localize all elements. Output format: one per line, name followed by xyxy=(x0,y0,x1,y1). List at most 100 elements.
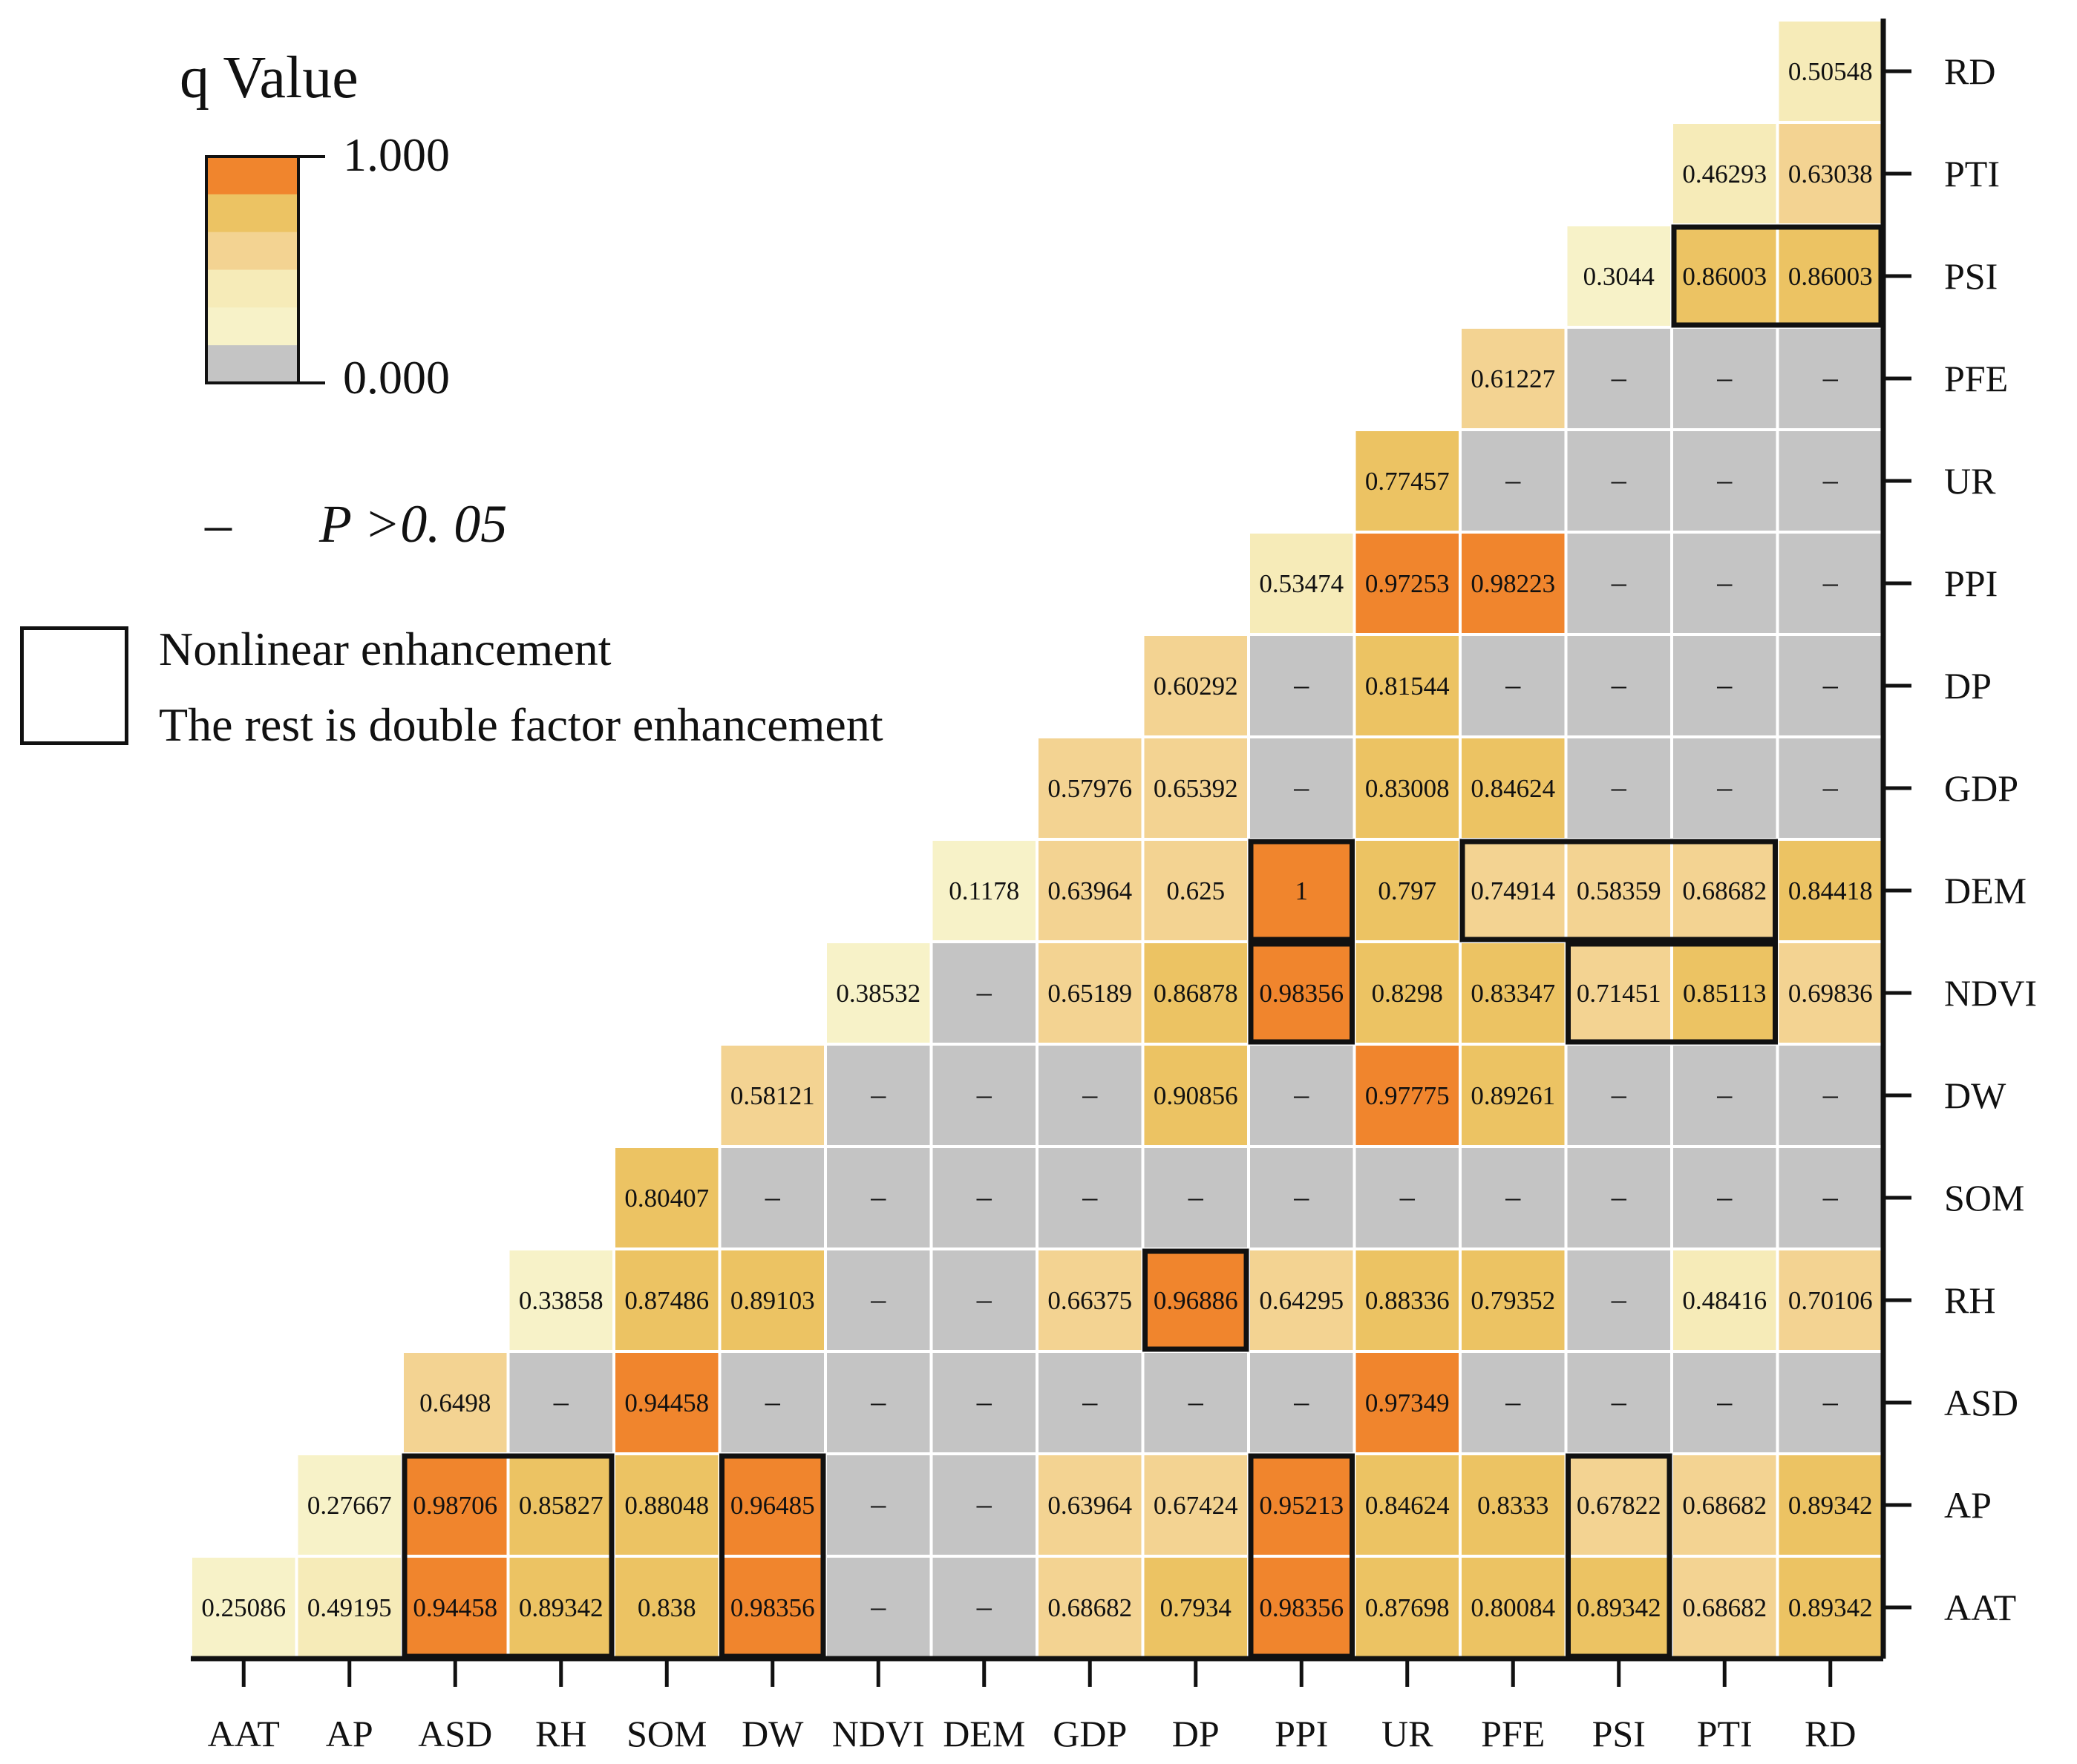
colorbar xyxy=(205,155,325,384)
cell-value: 0.98706 xyxy=(413,1491,497,1520)
cell-value: 0.85827 xyxy=(519,1491,604,1520)
colorbar-segment xyxy=(206,194,298,233)
p-note-symbol: – xyxy=(205,494,232,554)
y-tick-label: PTI xyxy=(1944,153,2000,194)
cell-value: – xyxy=(1611,1180,1627,1213)
cell-value: 0.57976 xyxy=(1047,774,1132,803)
cell-value: 0.25086 xyxy=(201,1593,286,1622)
cell-value: 0.98356 xyxy=(730,1593,815,1622)
cell-value: 0.60292 xyxy=(1154,672,1238,701)
y-tick-label: DP xyxy=(1944,665,1992,706)
cell-value: 0.89342 xyxy=(1788,1491,1873,1520)
heatmap-cell xyxy=(1144,1046,1247,1145)
cell-value: – xyxy=(976,1180,992,1213)
heatmap-cell xyxy=(1250,1148,1353,1247)
cell-value: 0.79352 xyxy=(1471,1286,1555,1315)
cell-value: – xyxy=(1822,361,1839,394)
cell-value: 0.58359 xyxy=(1577,876,1661,905)
heatmap-cell xyxy=(1779,431,1882,531)
y-tick-label: AAT xyxy=(1944,1587,2016,1628)
heatmap-cell xyxy=(1355,1455,1459,1555)
heatmap-cell xyxy=(1038,1046,1142,1145)
heatmap-cell xyxy=(932,1455,1036,1555)
heatmap-cell xyxy=(1779,841,1882,940)
cell-value: 0.49195 xyxy=(307,1593,392,1622)
cell-value: – xyxy=(1822,565,1839,599)
cell-value: 0.98356 xyxy=(1259,1593,1344,1622)
heatmap-cell xyxy=(615,1455,719,1555)
heatmap-cell xyxy=(1355,1148,1459,1247)
legend-title: q Value xyxy=(180,45,359,111)
cell-value: – xyxy=(1505,1180,1521,1213)
cell-value: – xyxy=(1611,565,1627,599)
cell-value: 0.66375 xyxy=(1047,1286,1132,1315)
cell-value: – xyxy=(976,1487,992,1521)
cell-value: 0.86003 xyxy=(1682,262,1767,291)
heatmap-cell xyxy=(1673,738,1776,838)
heatmap-cell xyxy=(827,943,930,1043)
cell-value: 0.8298 xyxy=(1372,979,1443,1008)
cell-value: – xyxy=(1082,1385,1098,1418)
heatmap-cell xyxy=(1673,1353,1776,1452)
cell-value: 0.94458 xyxy=(413,1593,497,1622)
cell-value: 0.84418 xyxy=(1788,876,1873,905)
cell-value: – xyxy=(1822,1078,1839,1111)
cell-value: – xyxy=(1293,770,1309,804)
heatmap-cell xyxy=(1673,1046,1776,1145)
cell-value: – xyxy=(870,1282,886,1316)
cell-value: – xyxy=(1716,770,1733,804)
cell-value: 0.797 xyxy=(1378,876,1436,905)
heatmap-cell xyxy=(1462,636,1565,735)
heatmap-cell xyxy=(1567,1353,1670,1452)
heatmap-cell xyxy=(509,1455,612,1555)
y-tick-label: ASD xyxy=(1944,1382,2018,1423)
cell-value: – xyxy=(1822,463,1839,496)
heatmap-cell xyxy=(1779,1455,1882,1555)
heatmap-cell xyxy=(1355,943,1459,1043)
nonlinear-box xyxy=(1459,839,1778,942)
heatmap-cell xyxy=(1038,841,1142,940)
heatmap-cell xyxy=(1038,943,1142,1043)
cell-value: 0.89342 xyxy=(1788,1593,1873,1622)
cell-value: – xyxy=(976,1282,992,1316)
heatmap-cell xyxy=(1779,1250,1882,1350)
heatmap-cell xyxy=(1355,841,1459,940)
heatmap-cells: 0.25086 0.49195 0.94458 0.89342 0.838 0.98356… xyxy=(192,22,1882,1657)
heatmap-cell xyxy=(1673,1250,1776,1350)
cell-value: 0.3044 xyxy=(1583,262,1655,291)
cell-value: 0.74914 xyxy=(1471,876,1555,905)
heatmap-cell xyxy=(1673,329,1776,428)
cell-value: – xyxy=(976,975,992,1009)
heatmap-cell xyxy=(1779,943,1882,1043)
heatmap-cell xyxy=(1462,431,1565,531)
heatmap-cell xyxy=(827,1250,930,1350)
heatmap-cell xyxy=(932,943,1036,1043)
heatmap-cell xyxy=(1567,431,1670,531)
nonlinear-box-sample xyxy=(20,626,128,745)
heatmap-cell xyxy=(1144,1353,1247,1452)
colorbar-segment xyxy=(206,157,298,195)
x-tick-label: SOM xyxy=(627,1713,707,1754)
cell-value: 0.84624 xyxy=(1471,774,1555,803)
cell-value: – xyxy=(1293,668,1309,701)
cell-value: – xyxy=(1611,1078,1627,1111)
cell-value: 0.81544 xyxy=(1365,672,1450,701)
heatmap-cell xyxy=(1567,534,1670,633)
y-tick-label: UR xyxy=(1944,460,1996,502)
colorbar-segment xyxy=(206,232,298,270)
x-tick-label: AP xyxy=(326,1713,373,1754)
heatmap-cell xyxy=(827,1455,930,1555)
heatmap-cell xyxy=(1355,636,1459,735)
heatmap-cell xyxy=(1355,1250,1459,1350)
colorbar-segment xyxy=(206,269,298,308)
x-tick-label: DW xyxy=(742,1713,804,1754)
heatmap-cell xyxy=(1250,738,1353,838)
cell-value: 0.80407 xyxy=(624,1184,709,1213)
cell-value: – xyxy=(1611,463,1627,496)
y-tick-label: PPI xyxy=(1944,563,1998,604)
box-legend-label-1: Nonlinear enhancement xyxy=(159,623,612,675)
heatmap-cell xyxy=(1144,738,1247,838)
heatmap-cell xyxy=(1038,1558,1142,1657)
heatmap-cell xyxy=(1567,1558,1670,1657)
